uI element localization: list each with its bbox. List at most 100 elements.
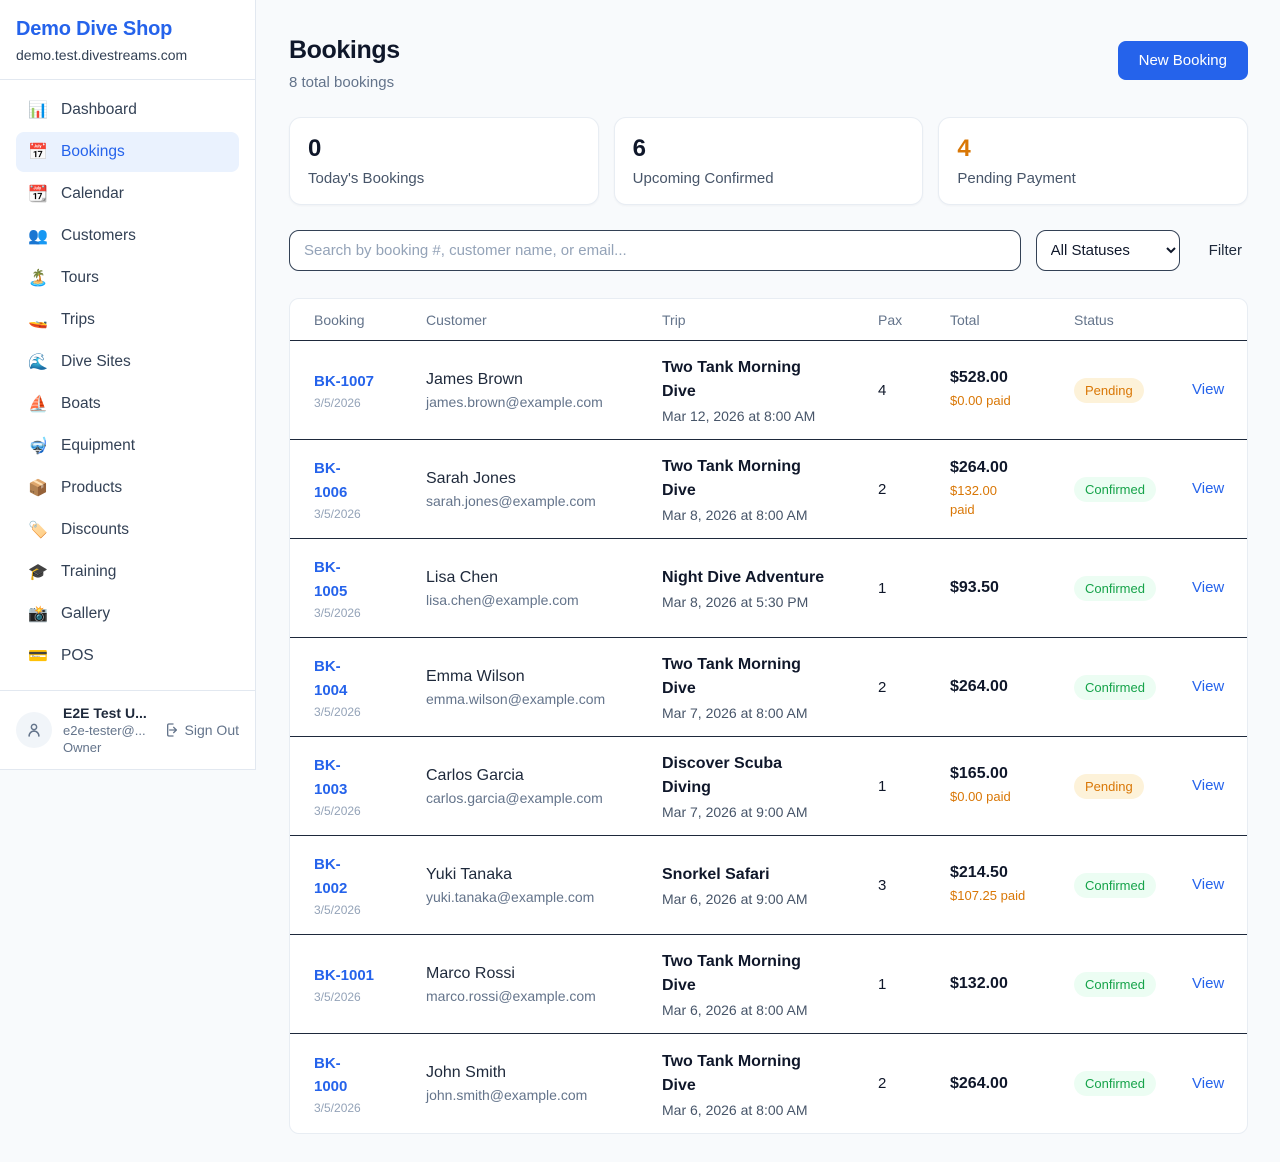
filter-button[interactable]: Filter	[1203, 238, 1248, 263]
trip-name: Snorkel Safari	[662, 866, 770, 883]
customer-name: James Brown	[426, 370, 523, 388]
view-link[interactable]: View	[1192, 678, 1225, 695]
booking-cell: BK- 1000 3/5/2026	[314, 1052, 426, 1116]
paid-amount: $0.00 paid	[950, 393, 1011, 409]
new-booking-button[interactable]: New Booking	[1117, 41, 1248, 80]
sidebar-item-customers[interactable]: 👥 Customers	[16, 216, 239, 256]
status-filter-select[interactable]: All Statuses	[1035, 230, 1180, 271]
booking-id-link[interactable]: BK- 1003	[314, 757, 348, 798]
trip-date: Mar 6, 2026 at 8:00 AM	[662, 1101, 808, 1118]
sidebar-item-boats[interactable]: ⛵ Boats	[16, 384, 239, 424]
booking-cell: BK- 1006 3/5/2026	[314, 457, 426, 521]
pax-count: 3	[878, 876, 887, 894]
booking-id-link[interactable]: BK- 1004	[314, 658, 348, 699]
sidebar-item-pos[interactable]: 💳 POS	[16, 636, 239, 676]
customer-email: carlos.garcia@example.com	[426, 789, 603, 806]
status-badge: Confirmed	[1074, 476, 1156, 502]
trip-name: Night Dive Adventure	[662, 569, 825, 586]
sign-out-button[interactable]: Sign Out	[163, 722, 239, 738]
table-rows: BK-1007 3/5/2026 James Brown james.brown…	[290, 341, 1247, 1133]
status-cell: Pending	[1074, 773, 1192, 799]
total-amount: $528.00	[950, 369, 1008, 387]
actions-cell: View	[1192, 381, 1224, 399]
trip-name: Two Tank Morning Dive	[662, 1052, 801, 1094]
column-header-status: Status	[1074, 311, 1114, 328]
table-row: BK- 1003 3/5/2026 Carlos Garcia carlos.g…	[290, 737, 1247, 836]
stat-label: Pending Payment	[957, 170, 1076, 187]
shop-domain: demo.test.divestreams.com	[16, 47, 188, 63]
sidebar-item-trips[interactable]: 🚤 Trips	[16, 300, 239, 340]
page-title: Bookings	[289, 36, 400, 64]
booking-id-link[interactable]: BK- 1006	[314, 460, 348, 501]
total-cell: $264.00	[950, 1075, 1074, 1093]
total-bookings-count: 8 total bookings	[289, 74, 395, 91]
sidebar-item-training[interactable]: 🎓 Training	[16, 552, 239, 592]
status-badge: Confirmed	[1074, 575, 1156, 601]
search-input[interactable]	[289, 230, 1021, 271]
sidebar-user-section: E2E Test U... e2e-tester@... Owner Sign …	[0, 690, 255, 769]
view-link[interactable]: View	[1192, 876, 1225, 893]
sidebar-item-calendar[interactable]: 📆 Calendar	[16, 174, 239, 214]
pax-count: 1	[878, 579, 887, 597]
sidebar-item-discounts[interactable]: 🏷️ Discounts	[16, 510, 239, 550]
status-cell: Confirmed	[1074, 872, 1192, 898]
sidebar-item-label: Gallery	[61, 605, 111, 622]
view-link[interactable]: View	[1192, 381, 1225, 398]
sidebar-item-label: Discounts	[61, 521, 130, 538]
booking-id-link[interactable]: BK- 1002	[314, 856, 348, 897]
customer-cell: Lisa Chen lisa.chen@example.com	[426, 569, 662, 608]
sidebar-item-icon: 🎓	[28, 564, 48, 581]
booking-id-link[interactable]: BK-1007	[314, 372, 375, 390]
status-cell: Confirmed	[1074, 476, 1192, 502]
sidebar-item-equipment[interactable]: 🤿 Equipment	[16, 426, 239, 466]
booking-id-link[interactable]: BK- 1000	[314, 1054, 348, 1095]
sidebar-header: Demo Dive Shop demo.test.divestreams.com	[0, 0, 255, 80]
trip-cell: Two Tank Morning Dive Mar 8, 2026 at 8:0…	[662, 455, 878, 523]
booking-id-link[interactable]: BK-1001	[314, 966, 375, 984]
sidebar-item-label: Training	[61, 563, 117, 580]
view-link[interactable]: View	[1192, 480, 1225, 497]
sidebar-item-tours[interactable]: 🏝️ Tours	[16, 258, 239, 298]
status-cell: Confirmed	[1074, 575, 1192, 601]
table-row: BK-1001 3/5/2026 Marco Rossi marco.rossi…	[290, 935, 1247, 1034]
sidebar-item-products[interactable]: 📦 Products	[16, 468, 239, 508]
paid-amount: $132.00 paid	[950, 482, 997, 518]
trip-name: Two Tank Morning Dive	[662, 953, 801, 994]
total-cell: $165.00 $0.00 paid	[950, 765, 1074, 807]
sidebar-item-dive-sites[interactable]: 🌊 Dive Sites	[16, 342, 239, 382]
sidebar-item-icon: 📸	[28, 606, 48, 623]
sign-out-label: Sign Out	[184, 722, 239, 738]
total-cell: $132.00	[950, 975, 1074, 993]
user-email: e2e-tester@...	[63, 723, 146, 738]
customer-name: Sarah Jones	[426, 469, 516, 487]
actions-cell: View	[1192, 678, 1224, 696]
status-cell: Pending	[1074, 377, 1192, 403]
stat-label: Upcoming Confirmed	[632, 170, 774, 187]
sidebar-item-dashboard[interactable]: 📊 Dashboard	[16, 90, 239, 130]
booking-cell: BK- 1004 3/5/2026	[314, 655, 426, 719]
view-link[interactable]: View	[1192, 975, 1225, 992]
view-link[interactable]: View	[1192, 777, 1225, 794]
total-amount: $264.00	[950, 678, 1008, 695]
customer-email: marco.rossi@example.com	[426, 987, 596, 1004]
sidebar-item-label: POS	[61, 647, 94, 664]
customer-name: Carlos Garcia	[426, 766, 524, 784]
shop-name: Demo Dive Shop	[16, 18, 173, 40]
stat-card: 0 Today's Bookings	[289, 117, 599, 205]
sidebar-item-icon: 🚤	[28, 312, 48, 329]
customer-email: yuki.tanaka@example.com	[426, 888, 595, 905]
column-header-trip: Trip	[662, 311, 686, 328]
trip-date: Mar 12, 2026 at 8:00 AM	[662, 408, 816, 424]
status-badge: Confirmed	[1074, 1071, 1156, 1096]
view-link[interactable]: View	[1192, 1074, 1225, 1092]
booking-date: 3/5/2026	[314, 506, 361, 521]
view-link[interactable]: View	[1192, 579, 1225, 596]
booking-id-link[interactable]: BK- 1005	[314, 559, 348, 600]
pax-count: 2	[878, 678, 887, 696]
sidebar-item-bookings[interactable]: 📅 Bookings	[16, 132, 239, 172]
trip-date: Mar 8, 2026 at 5:30 PM	[662, 594, 809, 610]
status-badge: Pending	[1074, 773, 1144, 799]
sidebar-item-gallery[interactable]: 📸 Gallery	[16, 594, 239, 634]
pax-count: 4	[878, 381, 887, 399]
total-cell: $93.50	[950, 579, 1074, 597]
